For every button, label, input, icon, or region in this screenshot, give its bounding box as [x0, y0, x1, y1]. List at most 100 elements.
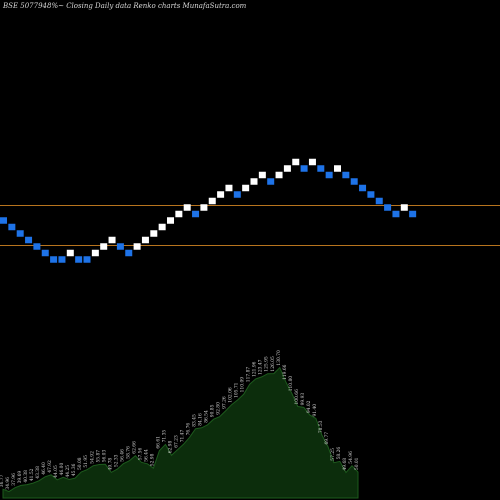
- renko-brick-up: [108, 236, 116, 244]
- volume-value-label: 78.53: [319, 420, 324, 433]
- volume-value-label: 102.06: [229, 387, 234, 403]
- volume-value-label: 39.69: [18, 471, 23, 484]
- volume-value-label: 57.25: [331, 448, 336, 461]
- volume-value-label: 62.66: [132, 441, 137, 454]
- volume-value-label: 34.96: [6, 477, 11, 490]
- volume-value-label: 100.66: [295, 389, 300, 405]
- renko-brick-down: [0, 217, 7, 224]
- volume-value-label: 99.93: [301, 393, 306, 406]
- renko-brick-up: [91, 249, 99, 257]
- volume-value-label: 55.87: [96, 450, 101, 463]
- renko-brick-down: [50, 256, 58, 263]
- volume-value-label: 119.66: [283, 364, 288, 380]
- renko-brick-up: [150, 230, 158, 237]
- volume-value-label: 40.38: [24, 470, 29, 483]
- volume-value-label: 41.52: [30, 468, 35, 481]
- renko-brick-down: [325, 171, 333, 179]
- volume-value-label: 125.95: [265, 356, 270, 372]
- renko-brick-up: [158, 223, 166, 231]
- volume-labels: 36.77 34.96 37.96 39.69 40.38 41.52 43.38 46.40…: [0, 350, 360, 490]
- volume-value-label: 58.26: [337, 447, 342, 460]
- volume-value-label: 37.96: [12, 473, 17, 486]
- volume-value-label: 76.76: [187, 423, 192, 436]
- renko-brick-up: [133, 243, 141, 250]
- renko-brick-up: [100, 243, 108, 250]
- volume-value-label: 43.38: [36, 466, 41, 479]
- volume-value-label: 54.92: [90, 451, 95, 464]
- renko-brick-down: [83, 256, 91, 263]
- volume-value-label: 57.56: [138, 448, 143, 461]
- renko-brick-up: [400, 204, 408, 211]
- renko-brick-up: [292, 158, 300, 166]
- renko-brick-up: [175, 210, 183, 218]
- renko-brick-down: [384, 204, 392, 211]
- volume-value-label: 91.40: [313, 404, 318, 417]
- renko-brick-down: [392, 210, 400, 218]
- volume-value-label: 49.68: [343, 458, 348, 471]
- volume-value-label: 71.35: [163, 430, 168, 443]
- renko-brick-down: [359, 184, 367, 192]
- volume-value-label: 56.46: [120, 449, 125, 462]
- renko-brick-down: [25, 236, 33, 244]
- renko-brick-down: [342, 171, 350, 179]
- volume-value-label: 62.98: [169, 441, 174, 454]
- volume-value-label: 51.95: [84, 455, 89, 468]
- renko-brick-down: [300, 165, 308, 172]
- renko-brick-down: [8, 223, 16, 231]
- volume-value-label: 110.09: [241, 377, 246, 393]
- renko-brick-down: [33, 243, 41, 250]
- renko-brick-down: [317, 165, 325, 172]
- volume-value-label: 56.44: [144, 449, 149, 462]
- volume-value-label: 121.96: [253, 361, 258, 377]
- volume-value-label: 84.16: [199, 413, 204, 426]
- renko-brick-up: [308, 158, 316, 166]
- renko-brick-up: [208, 197, 216, 205]
- renko-brick-down: [41, 249, 49, 257]
- volume-value-label: 97.26: [223, 396, 228, 409]
- renko-bricks: [0, 158, 417, 263]
- renko-brick-up: [141, 236, 149, 244]
- volume-value-label: 52.33: [114, 454, 119, 467]
- volume-value-label: 36.77: [0, 474, 5, 487]
- volume-value-label: 117.87: [247, 367, 252, 383]
- volume-value-label: 66.61: [156, 436, 161, 449]
- renko-brick-down: [409, 210, 417, 218]
- volume-value-label: 94.02: [307, 400, 312, 413]
- renko-brick-up: [66, 249, 74, 257]
- renko-brick-down: [75, 256, 83, 263]
- volume-value-label: 56.03: [102, 450, 107, 463]
- volume-value-label: 67.23: [175, 435, 180, 448]
- volume-value-label: 50.01: [355, 457, 360, 470]
- renko-brick-up: [225, 184, 233, 192]
- chart-symbol: BSE 507794: [2, 2, 47, 10]
- volume-value-label: 110.80: [289, 376, 294, 392]
- volume-value-label: 44.05: [54, 465, 59, 478]
- renko-brick-down: [16, 230, 24, 237]
- volume-value-label: 54.96: [349, 451, 354, 464]
- renko-brick-up: [200, 204, 208, 211]
- volume-value-label: 44.25: [66, 465, 71, 478]
- volume-value-label: 90.85: [211, 404, 216, 417]
- volume-value-label: 69.77: [325, 432, 330, 445]
- volume-value-label: 46.00: [60, 463, 65, 476]
- volume-value-label: 83.45: [193, 414, 198, 427]
- renko-brick-up: [167, 217, 174, 224]
- renko-brick-up: [334, 165, 341, 172]
- volume-value-label: 52.98: [150, 453, 155, 466]
- renko-brick-up: [242, 184, 250, 192]
- volume-value-label: 58.76: [126, 446, 131, 459]
- renko-brick-up: [217, 191, 225, 198]
- volume-value-label: 50.08: [78, 457, 83, 470]
- renko-brick-down: [367, 191, 375, 198]
- renko-brick-up: [283, 165, 291, 172]
- volume-value-label: 92.80: [217, 402, 222, 415]
- renko-brick-down: [350, 178, 358, 185]
- renko-brick-down: [267, 178, 275, 185]
- renko-brick-down: [375, 197, 383, 205]
- volume-area-fill: [2, 366, 359, 499]
- renko-brick-up: [250, 178, 258, 185]
- volume-value-label: 123.47: [259, 359, 264, 375]
- volume-value-label: 71.47: [181, 430, 186, 443]
- renko-brick-up: [275, 171, 283, 179]
